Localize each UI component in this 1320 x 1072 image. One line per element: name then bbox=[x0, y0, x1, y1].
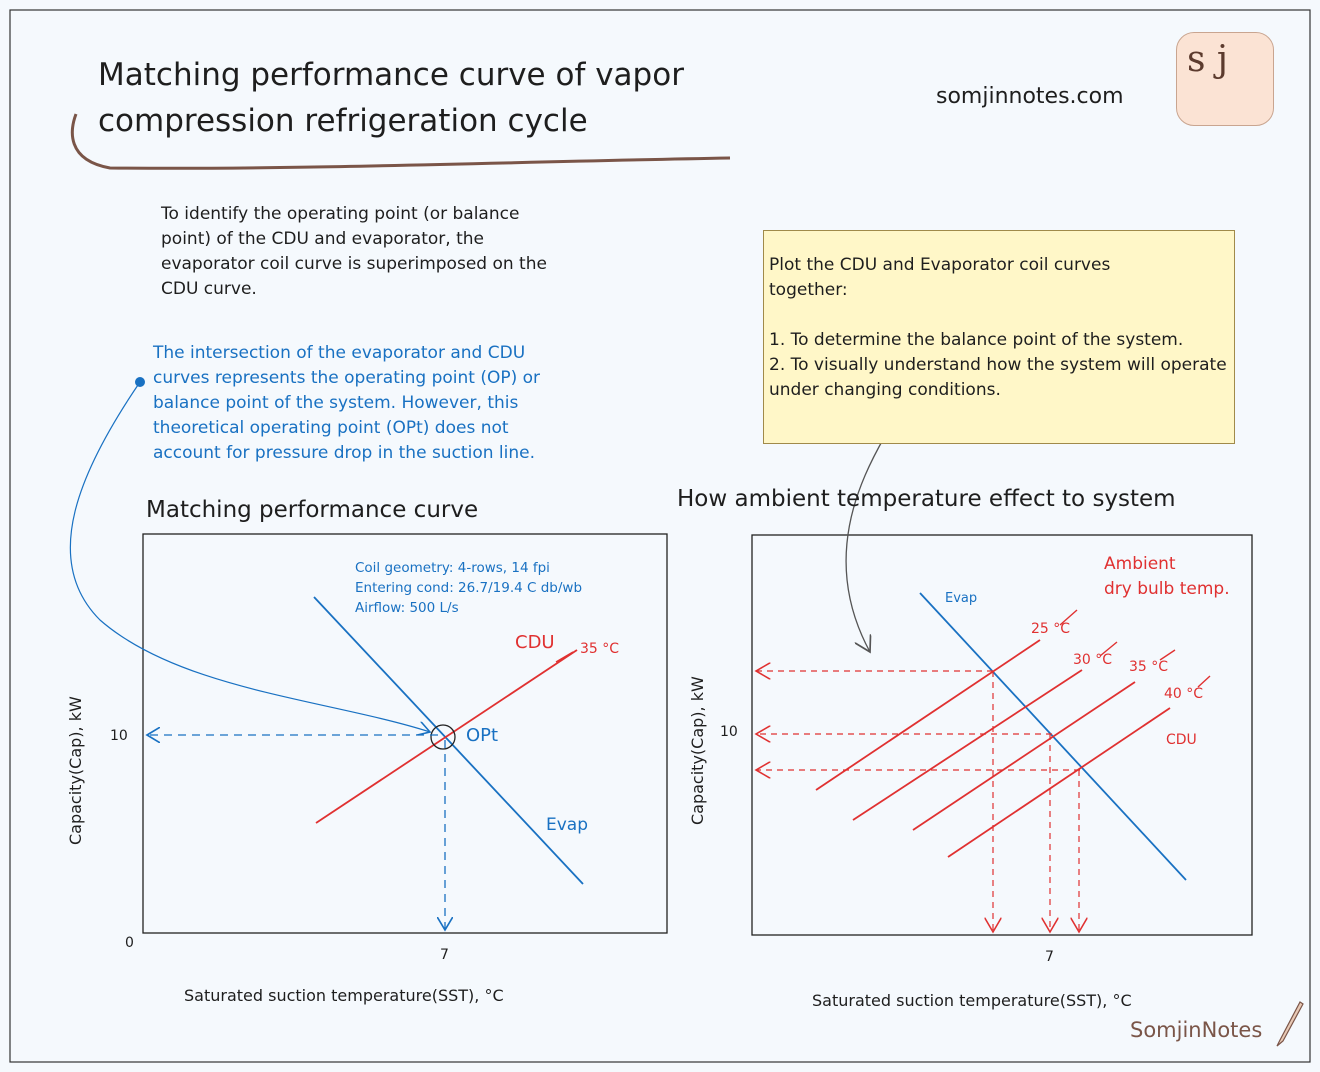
note-line: Plot the CDU and Evaporator coil curves … bbox=[769, 255, 1111, 300]
cdu-line-25 bbox=[815, 639, 1041, 791]
left-y-tick: 10 bbox=[110, 728, 128, 744]
ambient-legend-title: Ambient dry bulb temp. bbox=[1104, 552, 1230, 602]
cdu-lines bbox=[815, 609, 1211, 858]
right-chart-heading: How ambient temperature effect to system bbox=[677, 486, 1176, 512]
info-line: Coil geometry: 4-rows, 14 fpi bbox=[355, 560, 550, 576]
opt-label: OPt bbox=[466, 725, 499, 746]
callout-line: account for pressure drop in the suction… bbox=[153, 443, 535, 463]
title-underline bbox=[70, 113, 731, 170]
signature: SomjinNotes bbox=[1130, 1018, 1263, 1042]
note-item: 1. To determine the balance point of the… bbox=[769, 330, 1184, 350]
left-x-label: Saturated suction temperature(SST), °C bbox=[184, 986, 504, 1005]
left-cdu-label: CDU bbox=[515, 632, 555, 653]
right-x-label: Saturated suction temperature(SST), °C bbox=[812, 991, 1132, 1010]
temp-label-35: 35 °C bbox=[1129, 659, 1169, 675]
logo: s j bbox=[1176, 32, 1274, 126]
legend-line: dry bulb temp. bbox=[1104, 579, 1230, 599]
cdu-line-35 bbox=[912, 681, 1136, 831]
page-frame bbox=[9, 9, 1311, 1063]
callout-line: curves represents the operating point (O… bbox=[153, 368, 541, 388]
left-chart-box bbox=[142, 533, 668, 934]
right-y-label: Capacity(Cap), kW bbox=[688, 676, 707, 825]
right-chart-box bbox=[751, 534, 1253, 936]
note-arrow bbox=[845, 435, 886, 652]
coil-info: Coil geometry: 4-rows, 14 fpi Entering c… bbox=[355, 558, 582, 618]
callout-line: theoretical operating point (OPt) does n… bbox=[153, 418, 509, 438]
pen-icon bbox=[1276, 1001, 1304, 1047]
intro-line: point) of the CDU and evaporator, the bbox=[161, 229, 484, 249]
callout-text: The intersection of the evaporator and C… bbox=[153, 341, 540, 466]
right-x-tick: 7 bbox=[1045, 949, 1054, 965]
left-x-tick: 7 bbox=[440, 947, 449, 963]
right-evap-label: Evap bbox=[945, 591, 978, 606]
temp-label-30: 30 °C bbox=[1073, 652, 1113, 668]
left-chart-heading: Matching performance curve bbox=[146, 497, 479, 523]
left-evap-line bbox=[313, 596, 584, 885]
callout-connector bbox=[69, 381, 430, 732]
callout-line: The intersection of the evaporator and C… bbox=[153, 343, 526, 363]
legend-line: Ambient bbox=[1104, 554, 1176, 574]
left-origin-tick: 0 bbox=[125, 935, 134, 951]
right-y-tick: 10 bbox=[720, 724, 738, 740]
info-line: Entering cond: 26.7/19.4 C db/wb bbox=[355, 580, 583, 596]
site-url: somjinnotes.com bbox=[936, 84, 1124, 109]
logo-mark: s j bbox=[1187, 39, 1229, 80]
left-y-label: Capacity(Cap), kW bbox=[66, 696, 85, 845]
cdu-line-30 bbox=[852, 669, 1083, 821]
intro-line: CDU curve. bbox=[161, 279, 257, 299]
title-line-1: Matching performance curve of vapor bbox=[98, 57, 684, 93]
opt-marker bbox=[430, 724, 456, 750]
temp-label-25: 25 °C bbox=[1031, 621, 1071, 637]
right-cdu-label: CDU bbox=[1166, 732, 1197, 748]
cdu-line-40 bbox=[947, 707, 1171, 858]
info-line: Airflow: 500 L/s bbox=[355, 600, 459, 616]
left-cdu-line bbox=[315, 649, 578, 824]
note-item: 2. To visually understand how the system… bbox=[769, 355, 1227, 400]
left-cdu-temp: 35 °C bbox=[580, 641, 620, 657]
title-line-2: compression refrigeration cycle bbox=[98, 103, 588, 139]
intro-text: To identify the operating point (or bala… bbox=[161, 202, 547, 302]
page-title: Matching performance curve of vapor comp… bbox=[98, 52, 684, 144]
left-cdu-tick bbox=[555, 651, 574, 663]
temp-label-40: 40 °C bbox=[1164, 686, 1204, 702]
note-box: Plot the CDU and Evaporator coil curves … bbox=[763, 230, 1235, 444]
left-evap-label: Evap bbox=[546, 815, 589, 835]
intro-line: evaporator coil curve is superimposed on… bbox=[161, 254, 547, 274]
callout-line: balance point of the system. However, th… bbox=[153, 393, 519, 413]
right-dashes bbox=[756, 671, 1080, 932]
intro-line: To identify the operating point (or bala… bbox=[161, 204, 520, 224]
